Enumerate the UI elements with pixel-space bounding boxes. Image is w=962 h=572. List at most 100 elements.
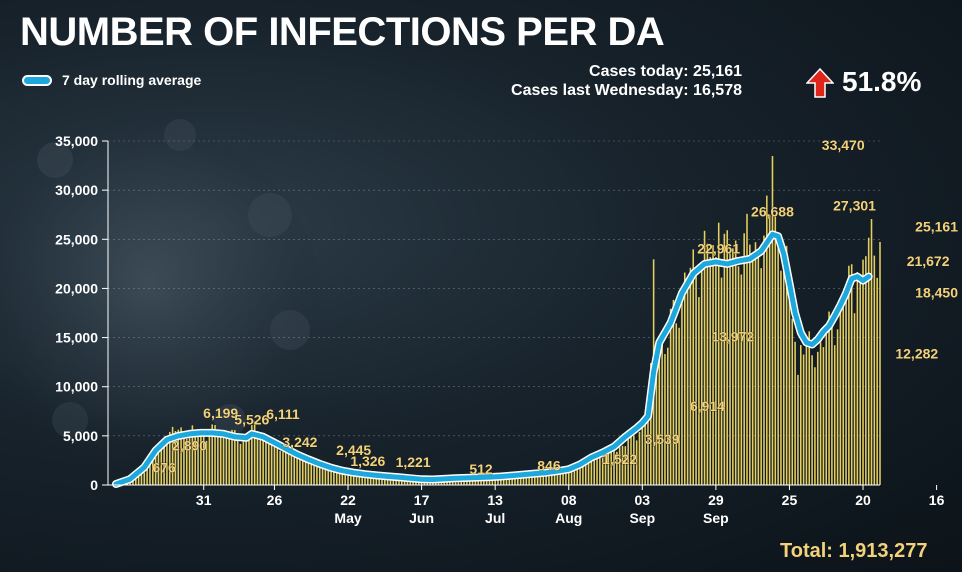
daily-bar <box>511 475 513 485</box>
daily-bar <box>607 449 610 485</box>
daily-bar <box>717 222 720 486</box>
daily-bar <box>344 472 346 485</box>
daily-bar <box>802 354 805 485</box>
daily-bar <box>709 257 712 485</box>
daily-bar <box>514 474 516 485</box>
daily-bar <box>579 465 581 485</box>
daily-bar <box>873 255 876 485</box>
daily-bar <box>599 456 601 485</box>
daily-bar <box>375 475 378 485</box>
x-tick-label: 20 <box>855 492 871 508</box>
daily-bars <box>115 156 881 486</box>
data-label: 33,470 <box>822 137 865 153</box>
daily-bar <box>135 475 137 485</box>
daily-bar <box>692 249 695 485</box>
daily-bar <box>395 477 397 485</box>
cases-last-wednesday: Cases last Wednesday: 16,578 <box>511 82 742 99</box>
daily-bar <box>596 458 598 485</box>
data-label: 2,445 <box>336 442 371 458</box>
y-tick-label: 30,000 <box>55 182 98 198</box>
daily-bar <box>811 355 813 485</box>
daily-bar <box>163 445 165 485</box>
daily-bar <box>763 235 765 485</box>
rolling-average-line <box>112 230 873 488</box>
daily-bar <box>166 443 168 485</box>
daily-bar <box>853 313 856 485</box>
daily-bar <box>726 230 728 485</box>
daily-bar <box>211 424 213 485</box>
daily-bar <box>743 233 745 485</box>
y-axis: 0 5,000 10,000 15,000 20,000 25,000 30,000 35,0… <box>55 133 109 493</box>
daily-bar <box>502 476 505 485</box>
daily-bar <box>729 253 731 485</box>
x-tick-label: 13 <box>487 492 503 508</box>
data-label: 3,242 <box>282 434 317 450</box>
percent-change: 51.8% <box>842 66 922 97</box>
daily-bar <box>819 342 822 485</box>
daily-bar <box>239 443 242 485</box>
daily-bar <box>522 475 525 485</box>
daily-bar <box>780 270 782 485</box>
daily-bar <box>276 442 279 485</box>
daily-bar <box>355 472 358 485</box>
data-label: 21,672 <box>907 253 950 269</box>
daily-bar <box>712 245 714 485</box>
daily-bar <box>831 323 833 485</box>
daily-bar <box>556 471 559 485</box>
daily-bar <box>751 257 754 485</box>
daily-bar <box>760 268 762 485</box>
daily-bar <box>534 473 536 485</box>
daily-bar <box>627 438 629 485</box>
daily-bar <box>734 240 737 485</box>
daily-bar <box>313 460 315 485</box>
page-title: NUMBER OF INFECTIONS PER DA <box>20 10 665 54</box>
daily-bar <box>183 433 185 485</box>
daily-bar <box>307 458 310 485</box>
daily-bar <box>678 327 680 485</box>
daily-bar <box>191 425 194 485</box>
daily-bar <box>553 472 556 485</box>
daily-bar <box>531 473 533 485</box>
daily-bar <box>686 279 689 485</box>
y-tick-label: 5,000 <box>63 428 98 444</box>
daily-bar <box>666 347 669 485</box>
y-tick-label: 20,000 <box>55 280 98 296</box>
daily-bar <box>152 456 154 485</box>
daily-bar <box>299 457 301 485</box>
daily-bar <box>268 443 270 485</box>
data-label: 27,301 <box>833 198 876 214</box>
x-tick-label: 17 <box>414 492 430 508</box>
daily-bar <box>160 441 163 485</box>
x-tick-label: 25 <box>782 492 798 508</box>
daily-bar <box>814 367 816 485</box>
daily-bar <box>234 430 236 485</box>
daily-bar <box>324 467 327 485</box>
daily-bar <box>188 431 191 485</box>
daily-bar <box>774 216 777 485</box>
daily-bar <box>284 449 287 485</box>
data-label: 846 <box>537 458 561 474</box>
daily-bar <box>700 267 703 485</box>
y-tick-label: 0 <box>90 477 98 493</box>
daily-bar <box>590 456 593 485</box>
x-tick-label: 22 <box>340 492 356 508</box>
daily-bar <box>559 472 562 485</box>
data-label: 1,221 <box>396 454 431 470</box>
daily-bar <box>352 472 355 485</box>
daily-bar <box>488 477 491 485</box>
daily-bar <box>372 475 375 485</box>
daily-bar <box>644 422 646 485</box>
daily-bar <box>825 332 828 485</box>
daily-bar <box>536 473 539 485</box>
data-label: 1,326 <box>350 453 385 469</box>
daily-bar <box>146 467 148 485</box>
daily-bar <box>842 298 844 485</box>
daily-bar <box>587 457 590 485</box>
daily-bar <box>171 426 174 485</box>
daily-bar <box>480 478 482 485</box>
daily-bar <box>242 439 245 485</box>
daily-bar <box>287 451 290 485</box>
daily-bar <box>321 468 324 485</box>
